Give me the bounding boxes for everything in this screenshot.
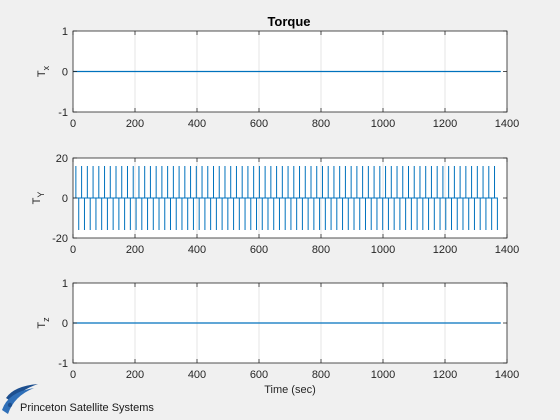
pss-logo-text: Princeton Satellite Systems <box>20 402 154 414</box>
x-tick-label: 600 <box>250 369 268 381</box>
pss-logo: Princeton Satellite Systems <box>2 384 154 414</box>
x-tick-label: 400 <box>188 244 206 256</box>
y-tick-label: -1 <box>58 358 68 370</box>
y-axis-label: TY <box>31 192 46 205</box>
x-tick-label: 1000 <box>371 244 395 256</box>
x-tick-label: 1000 <box>371 369 395 381</box>
x-tick-label: 400 <box>188 118 206 130</box>
x-tick-label: 200 <box>126 369 144 381</box>
x-tick-label: 1400 <box>495 369 519 381</box>
x-tick-label: 200 <box>126 118 144 130</box>
y-tick-label: 1 <box>62 278 68 290</box>
y-tick-label: 0 <box>62 67 68 79</box>
x-tick-label: 1200 <box>433 369 457 381</box>
y-tick-label: 0 <box>62 193 68 205</box>
x-tick-label: 1000 <box>371 118 395 130</box>
x-tick-label: 0 <box>70 118 76 130</box>
x-axis-label: Time (sec) <box>264 384 316 396</box>
y-axis-label: Tz <box>36 317 51 329</box>
series-ty-line <box>73 166 498 230</box>
x-tick-label: 0 <box>70 244 76 256</box>
y-axis-label: Tx <box>36 65 51 77</box>
y-tick-label: -1 <box>58 107 68 119</box>
x-tick-label: 800 <box>312 369 330 381</box>
x-tick-label: 1400 <box>495 244 519 256</box>
y-tick-label: 1 <box>62 26 68 38</box>
y-tick-label: 0 <box>62 318 68 330</box>
x-tick-label: 1200 <box>433 244 457 256</box>
x-tick-label: 600 <box>250 244 268 256</box>
y-tick-label: 20 <box>56 153 68 165</box>
x-tick-label: 1400 <box>495 118 519 130</box>
x-tick-label: 800 <box>312 244 330 256</box>
x-tick-label: 0 <box>70 369 76 381</box>
x-tick-label: 1200 <box>433 118 457 130</box>
x-tick-label: 600 <box>250 118 268 130</box>
x-tick-label: 200 <box>126 244 144 256</box>
figure-title: Torque <box>267 14 310 29</box>
pss-logo-icon <box>2 384 38 414</box>
y-tick-label: -20 <box>52 233 68 245</box>
x-tick-label: 800 <box>312 118 330 130</box>
x-tick-label: 400 <box>188 369 206 381</box>
